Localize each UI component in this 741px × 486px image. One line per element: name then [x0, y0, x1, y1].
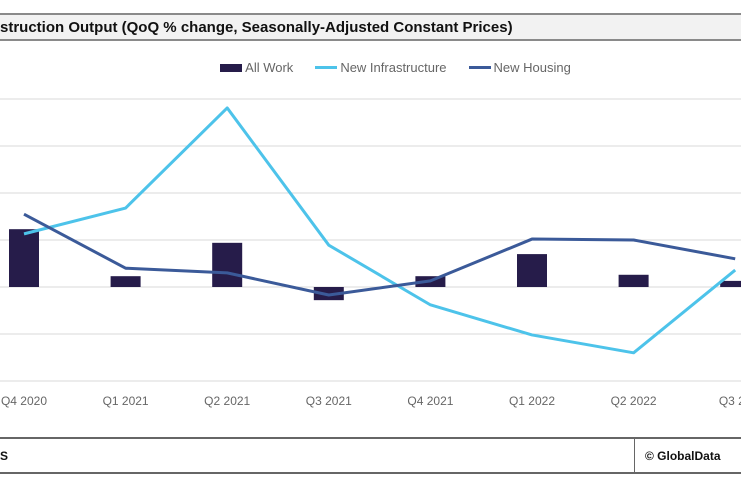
line-new-infrastructure — [23, 106, 737, 355]
x-tick-label: Q3 2021 — [306, 394, 352, 408]
x-tick-label: Q4 2020 — [1, 394, 47, 408]
legend-item-all-work: All Work — [220, 60, 293, 75]
x-tick-label: Q1 2021 — [103, 394, 149, 408]
bar-q3-2022 — [720, 280, 741, 287]
legend-label: New Infrastructure — [340, 60, 447, 75]
x-tick-label: Q3 20 — [719, 394, 741, 408]
bar-q2-2021 — [212, 242, 243, 287]
bar-q4-2020 — [9, 229, 39, 287]
x-tick-label: Q1 2022 — [509, 394, 555, 408]
legend-swatch — [220, 63, 243, 72]
legend-swatch — [468, 66, 491, 69]
copyright: © GlobalData — [645, 449, 721, 463]
legend-item-new-infrastructure: New Infrastructure — [315, 60, 447, 75]
bar-q1-2022 — [517, 254, 547, 287]
legend: All Work New Infrastructure New Housing — [0, 60, 741, 75]
footer-divider — [634, 439, 635, 472]
footer: S © GlobalData — [0, 437, 741, 474]
bar-q1-2021 — [110, 276, 141, 287]
x-tick-label: Q2 2022 — [611, 394, 657, 408]
x-tick-label: Q2 2021 — [204, 394, 250, 408]
source-note: S — [0, 449, 9, 463]
legend-item-new-housing: New Housing — [468, 60, 571, 75]
legend-swatch — [315, 66, 338, 69]
line-new-housing — [23, 212, 736, 297]
chart-title: struction Output (QoQ % change, Seasonal… — [0, 13, 741, 41]
legend-label: All Work — [245, 60, 294, 75]
x-tick-label: Q4 2021 — [407, 394, 453, 408]
bar-q2-2022 — [618, 274, 649, 287]
legend-label: New Housing — [493, 60, 571, 75]
